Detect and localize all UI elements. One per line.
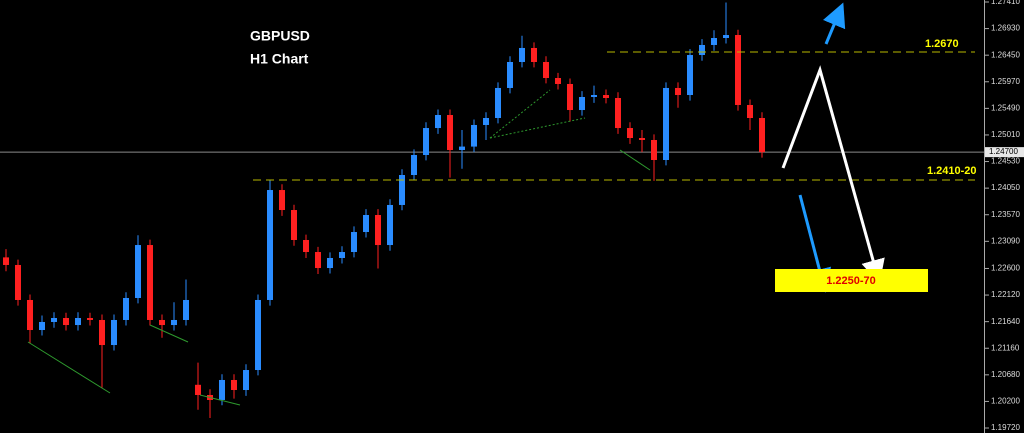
candle-body [567,83,573,111]
y-tick-label: 1.25490 [991,103,1020,112]
candle-body [27,299,33,331]
candle-body [699,44,705,56]
y-tick-label: 1.25010 [991,130,1020,139]
candle-body [267,190,273,300]
candle-body [339,252,345,258]
candle-body [231,379,237,391]
candle-body [723,35,729,39]
candle-body [327,257,333,269]
candle-body [759,118,765,153]
candle-body [123,297,129,320]
target-label: 1.2250-70 [826,275,876,287]
candle-body [51,317,57,322]
candle-body [615,98,621,129]
last-price-box [985,147,1024,158]
candle-body [195,384,201,395]
candle-body [663,87,669,160]
candle-body [735,35,741,105]
y-tick-label: 1.20680 [991,370,1020,379]
candle-body [39,321,45,331]
candle-body [99,319,105,346]
y-tick-label: 1.23570 [991,210,1020,219]
y-tick-label: 1.21160 [991,343,1020,352]
candle-body [411,155,417,176]
candle-body [87,317,93,320]
candle-body [279,190,285,211]
candle-body [543,61,549,79]
candle-body [495,87,501,119]
candle-body [507,61,513,88]
y-tick-label: 1.27410 [991,0,1020,6]
candle-body [471,124,477,147]
last-price-label: 1.24700 [989,147,1018,156]
y-tick-label: 1.26930 [991,24,1020,33]
candle-body [639,137,645,140]
candle-body [351,232,357,253]
candle-body [651,139,657,160]
candle-body [399,175,405,205]
candle-body [627,128,633,138]
candle-body [291,210,297,240]
candle-body [75,317,81,326]
arrow [823,2,846,45]
candle-body [315,252,321,269]
y-tick-label: 1.26450 [991,50,1020,59]
level-label: 1.2670 [925,38,959,50]
candle-body [255,299,261,371]
candle-body [675,87,681,96]
candle-body [711,38,717,45]
candle-body [159,319,165,326]
candle-body [459,146,465,151]
candle-body [687,55,693,96]
projection [781,65,885,284]
candle-body [363,215,369,233]
y-tick-label: 1.19720 [991,423,1020,432]
chart-title: GBPUSD [250,28,310,44]
candle-body [603,95,609,99]
candle-body [219,379,225,400]
candle-body [111,319,117,346]
candle-body [3,257,9,265]
y-tick-label: 1.22600 [991,264,1020,273]
candle-body [435,115,441,129]
candle-body [135,245,141,298]
candle-body [591,95,597,98]
y-tick-label: 1.20200 [991,397,1020,406]
candle-body [447,115,453,151]
candle-body [555,78,561,84]
candle-body [519,47,525,62]
y-tick-label: 1.21640 [991,317,1020,326]
y-tick-label: 1.25970 [991,77,1020,86]
candle-body [243,370,249,391]
trendlines [27,89,651,406]
chart-subtitle: H1 Chart [250,51,309,67]
target-box [775,269,928,292]
candle-body [63,317,69,326]
candle-body [375,215,381,246]
candle-body [747,104,753,119]
candle-body [171,319,177,326]
candle-body [15,264,21,300]
candle-body [147,245,153,320]
candle-body [579,97,585,111]
y-tick-label: 1.24050 [991,183,1020,192]
level-label: 1.2410-20 [927,165,977,177]
candle-body [387,204,393,246]
candle-body [303,239,309,253]
candle-body [531,47,537,62]
candle-body [483,118,489,125]
y-tick-label: 1.22120 [991,290,1020,299]
candle-body [183,299,189,320]
candle-body [423,128,429,156]
y-tick-label: 1.24530 [991,157,1020,166]
y-tick-label: 1.23090 [991,236,1020,245]
